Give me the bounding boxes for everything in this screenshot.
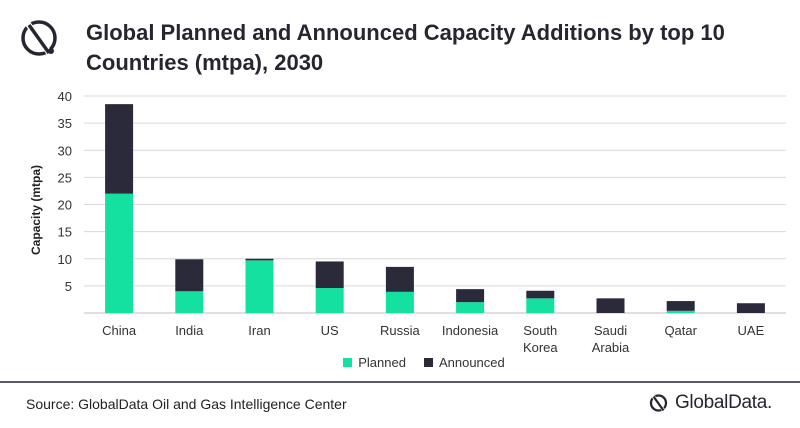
bar-planned-russia (385, 291, 414, 313)
bar-announced-south-korea (526, 290, 555, 299)
x-tick-label: US (321, 323, 339, 338)
bar-announced-us (315, 261, 344, 289)
bar-planned-india (175, 291, 204, 313)
x-tick-label-line: Iran (248, 323, 270, 338)
x-tick-label-line: Korea (523, 340, 558, 355)
bar-planned-china (105, 193, 134, 313)
chart-title: Global Planned and Announced Capacity Ad… (86, 20, 725, 75)
y-tick-label: 35 (58, 116, 72, 131)
footer-divider (0, 381, 800, 383)
x-tick-label: Qatar (664, 323, 697, 338)
y-tick-label: 20 (58, 198, 72, 213)
x-tick-label: China (102, 323, 137, 338)
y-tick-label: 40 (58, 89, 72, 104)
legend-item-planned: Planned (343, 355, 406, 370)
x-tick-label: Russia (380, 323, 421, 338)
bar-announced-saudi-arabia (596, 298, 625, 313)
x-tick-label-line: Russia (380, 323, 421, 338)
bar-announced-uae (736, 303, 765, 313)
x-tick-label-line: US (321, 323, 339, 338)
brand-logo: GlobalData. (648, 392, 772, 414)
x-tick-label-line: Indonesia (442, 323, 499, 338)
y-tick-label: 25 (58, 170, 72, 185)
y-tick-label: 5 (65, 279, 72, 294)
bar-announced-china (105, 104, 134, 194)
x-tick-label: South Korea (523, 323, 558, 355)
x-tick-label-line: Arabia (592, 340, 630, 355)
x-tick-label-line: India (175, 323, 204, 338)
bar-chart: 5 10 15 20 25 30 35 40 China India Iran US Russia Ind… (58, 89, 786, 355)
x-tick-label-line: South (523, 323, 557, 338)
legend-swatch-planned (343, 358, 353, 367)
bar-announced-india (175, 259, 204, 292)
bar-announced-indonesia (456, 289, 485, 303)
x-tick-label: Indonesia (442, 323, 499, 338)
bar-planned-south-korea (526, 298, 555, 313)
globaldata-mark-icon (649, 394, 668, 413)
bar-announced-iran (245, 258, 274, 261)
x-tick-label: India (175, 323, 204, 338)
legend-label-announced: Announced (438, 355, 505, 370)
bar-planned-us (315, 288, 344, 313)
legend: Planned Announced (0, 355, 800, 370)
x-tick-label-line: Qatar (664, 323, 697, 338)
x-tick-label-line: UAE (738, 323, 765, 338)
y-tick-label: 15 (58, 225, 72, 240)
legend-label-planned: Planned (358, 355, 406, 370)
bar-planned-iran (245, 260, 274, 313)
x-tick-label-line: China (102, 323, 137, 338)
legend-swatch-announced (423, 358, 433, 367)
bar-planned-qatar (666, 310, 695, 313)
x-tick-label-line: Saudi (594, 323, 627, 338)
brand-name: GlobalData. (674, 392, 772, 413)
y-tick-label: 10 (58, 252, 72, 267)
legend-item-announced: Announced (423, 355, 505, 370)
y-tick-label: 30 (58, 143, 72, 158)
bar-announced-russia (385, 266, 414, 292)
x-tick-label: UAE (738, 323, 765, 338)
bar-planned-indonesia (456, 302, 485, 313)
bar-announced-qatar (666, 301, 695, 311)
x-tick-label: Saudi Arabia (592, 323, 630, 355)
x-tick-label: Iran (248, 323, 270, 338)
globaldata-logo-icon (21, 20, 57, 56)
source-note: Source: GlobalData Oil and Gas Intellige… (26, 396, 347, 412)
